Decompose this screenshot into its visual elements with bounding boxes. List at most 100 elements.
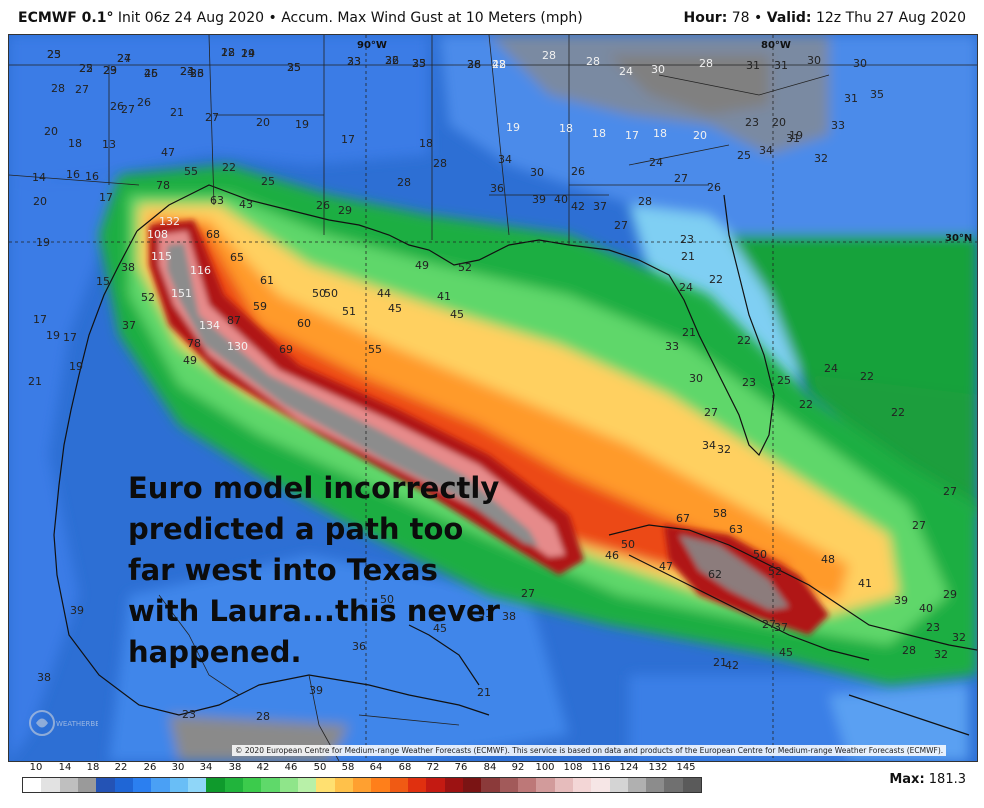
storm-value-label: 115: [151, 250, 172, 263]
storm-value-label: 58: [713, 507, 727, 520]
state-borders: [9, 35, 977, 761]
station-value-label: 24: [679, 281, 693, 294]
station-value-label: 28: [492, 58, 506, 71]
storm-value-label: 65: [230, 251, 244, 264]
station-value-label: 38: [467, 58, 481, 71]
station-value-label: 27: [121, 103, 135, 116]
colorbar-tick-label: 84: [483, 762, 497, 773]
station-value-label: 28: [638, 195, 652, 208]
model-name: ECMWF 0.1°: [18, 10, 114, 26]
storm-value-label: 130: [227, 340, 248, 353]
station-value-label: 30: [853, 57, 867, 70]
station-value-label: 23: [742, 376, 756, 389]
station-value-label: 34: [702, 439, 716, 452]
colorbar-tick-label: 116: [591, 762, 611, 773]
station-value-label: 22: [799, 398, 813, 411]
station-value-label: 36: [352, 640, 366, 653]
station-value-label: 24: [180, 65, 194, 78]
station-value-label: 31: [844, 92, 858, 105]
storm-value-label: 41: [437, 290, 451, 303]
storm-value-label: 49: [415, 259, 429, 272]
hour-label: Hour:: [683, 10, 728, 26]
station-value-label: 30: [689, 372, 703, 385]
station-value-label: 27: [521, 587, 535, 600]
map-header: ECMWF 0.1° Init 06z 24 Aug 2020 • Accum.…: [0, 0, 984, 36]
weatherbell-logo: WEATHERBELL: [29, 710, 98, 736]
station-value-label: 27: [943, 485, 957, 498]
storm-value-label: 50: [324, 287, 338, 300]
colorbar-tick-label: 14: [58, 762, 72, 773]
colorbar-swatch: [664, 778, 683, 792]
grid-label-80w: 80°W: [761, 40, 791, 51]
station-value-label: 21: [477, 686, 491, 699]
station-value-label: 34: [498, 153, 512, 166]
colorbar-swatch: [444, 778, 463, 792]
colorbar-swatch: [609, 778, 628, 792]
product-name: Accum. Max Wind Gust at 10 Meters (mph): [281, 10, 583, 26]
station-value-label: 22: [709, 273, 723, 286]
storm-value-label: 47: [161, 146, 175, 159]
station-value-label: 39: [309, 684, 323, 697]
station-value-label: 21: [170, 106, 184, 119]
station-value-label: 20: [256, 116, 270, 129]
station-value-label: 25: [287, 61, 301, 74]
storm-value-label: 63: [210, 194, 224, 207]
station-value-label: 33: [665, 340, 679, 353]
colorbar-tick-label: 46: [284, 762, 298, 773]
storm-value-label: 52: [141, 291, 155, 304]
header-left: ECMWF 0.1° Init 06z 24 Aug 2020 • Accum.…: [18, 10, 583, 26]
hour-value: 78: [731, 10, 750, 26]
header-right: Hour: 78 • Valid: 12z Thu 27 Aug 2020: [684, 10, 967, 26]
station-value-label: 25: [737, 149, 751, 162]
colorbar-ticks: 10 14 18 22 26 30 34 38 42 46 50 58 64 68 72 76 84 92 100 1…: [22, 762, 702, 776]
coastlines: [53, 184, 977, 736]
station-value-label: 19: [46, 329, 60, 342]
watermark-text: WEATHERBELL: [56, 720, 98, 728]
colorbar-tick-label: 145: [676, 762, 696, 773]
colorbar-swatch: [481, 778, 500, 792]
station-value-label: 19: [69, 360, 83, 373]
station-value-label: 36: [490, 182, 504, 195]
station-value-label: 42: [725, 659, 739, 672]
station-value-label: 23: [182, 708, 196, 721]
header-separator: •: [268, 10, 282, 26]
colorbar-swatch: [499, 778, 518, 792]
station-value-label: 42: [492, 58, 506, 71]
colorbar-tick-label: 108: [563, 762, 583, 773]
storm-value-label: 61: [260, 274, 274, 287]
colorbar-tick-label: 124: [619, 762, 639, 773]
storm-value-label: 45: [450, 308, 464, 321]
station-value-label: 22: [79, 62, 93, 75]
station-value-label: 36: [385, 54, 399, 67]
colorbar-swatch: [59, 778, 78, 792]
station-value-label: 31: [478, 607, 492, 620]
station-value-label: 19: [241, 47, 255, 60]
station-value-label: 35: [412, 57, 426, 70]
station-value-label: 30: [807, 54, 821, 67]
station-value-label: 32: [814, 152, 828, 165]
storm-value-label: 46: [605, 549, 619, 562]
storm-value-label: 55: [368, 343, 382, 356]
station-value-label: 18: [592, 127, 606, 140]
colorbar-swatch: [224, 778, 243, 792]
station-value-label: 23: [47, 48, 61, 61]
colorbar-tick-label: 30: [171, 762, 185, 773]
colorbar-tick-label: 68: [398, 762, 412, 773]
station-value-label: 14: [32, 171, 46, 184]
station-value-label: 18: [68, 137, 82, 150]
storm-value-label: 45: [779, 646, 793, 659]
storm-value-label: 50: [621, 538, 635, 551]
station-value-label: 27: [614, 219, 628, 232]
grid-label-30n: 30°N: [945, 233, 972, 244]
colorbar-tick-label: 10: [29, 762, 43, 773]
station-value-label: 28: [397, 176, 411, 189]
storm-value-label: 87: [227, 314, 241, 327]
grid-label-90w: 90°W: [357, 40, 387, 51]
colorbar-swatch: [187, 778, 207, 792]
colorbar-tick-label: 42: [256, 762, 270, 773]
colorbar-swatch: [77, 778, 97, 792]
station-value-label: 27: [704, 406, 718, 419]
colorbar-swatch: [682, 778, 702, 792]
